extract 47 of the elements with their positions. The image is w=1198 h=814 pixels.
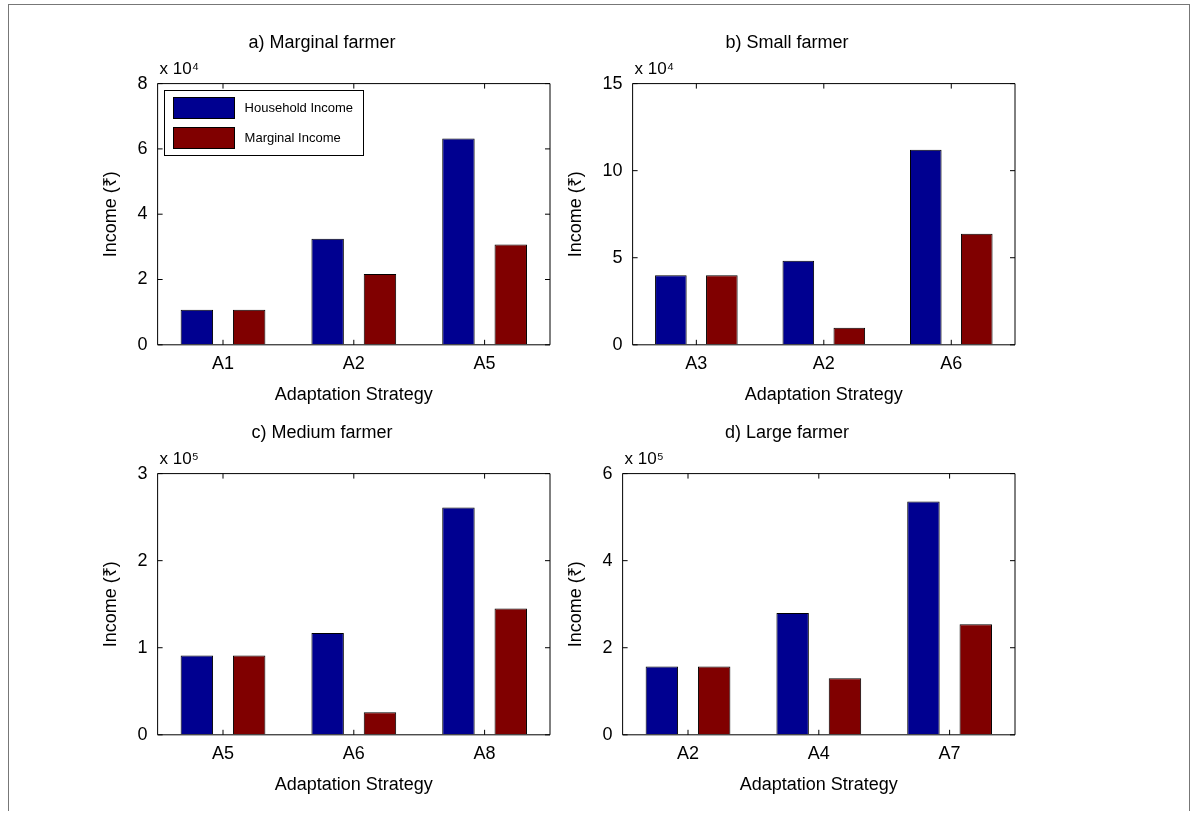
y-axis-title: Income (₹) bbox=[564, 561, 585, 648]
y-tick-label: 0 bbox=[137, 723, 148, 744]
y-tick-label: 2 bbox=[602, 636, 613, 657]
y-tick-label: 2 bbox=[137, 549, 148, 570]
y-tick-label: 4 bbox=[602, 549, 613, 570]
y-axis-title: Income (₹) bbox=[99, 561, 120, 648]
x-tick-label: A5 bbox=[473, 352, 496, 373]
y-axis-title: Income (₹) bbox=[564, 171, 585, 258]
chart-title: a) Marginal farmer bbox=[248, 31, 396, 52]
y-tick-label: 3 bbox=[137, 462, 148, 483]
x-tick-label: A2 bbox=[342, 352, 365, 373]
x-tick-label: A6 bbox=[940, 352, 963, 373]
y-tick-label: 1 bbox=[137, 636, 148, 657]
y-tick-label: 15 bbox=[602, 72, 623, 93]
y-tick-label: 0 bbox=[602, 723, 613, 744]
y-tick-label: 4 bbox=[137, 203, 148, 224]
x-tick-label: A8 bbox=[473, 742, 496, 763]
x-tick-label: A6 bbox=[342, 742, 365, 763]
legend-label: Household Income bbox=[244, 100, 354, 116]
y-tick-label: 8 bbox=[137, 72, 148, 93]
text: x 10⁵ bbox=[624, 448, 664, 468]
y-tick-label: 0 bbox=[612, 333, 623, 354]
y-tick-label: 2 bbox=[137, 268, 148, 289]
x-tick-label: A4 bbox=[807, 742, 830, 763]
y-tick-label: 6 bbox=[137, 137, 148, 158]
y-tick-label: 10 bbox=[602, 159, 623, 180]
x-axis-title: Adaptation Strategy bbox=[739, 774, 898, 795]
chart-title: b) Small farmer bbox=[725, 31, 849, 52]
y-tick-label: 6 bbox=[602, 462, 613, 483]
x-tick-label: A3 bbox=[685, 352, 708, 373]
x-axis-title: Adaptation Strategy bbox=[274, 774, 433, 795]
x-tick-label: A5 bbox=[211, 742, 235, 763]
chart-title: d) Large farmer bbox=[724, 421, 850, 442]
x-axis-title: Adaptation Strategy bbox=[744, 384, 903, 405]
x-tick-label: A1 bbox=[211, 352, 235, 373]
x-tick-label: A2 bbox=[812, 352, 835, 373]
y-axis-title: Income (₹) bbox=[99, 171, 120, 258]
text: x 10⁴ bbox=[634, 58, 675, 78]
x-axis-title: Adaptation Strategy bbox=[274, 384, 433, 405]
text: x 10⁴ bbox=[159, 58, 200, 78]
y-tick-label: 5 bbox=[612, 246, 623, 267]
text: x 10⁵ bbox=[159, 448, 199, 468]
y-tick-label: 0 bbox=[137, 333, 148, 354]
x-tick-label: A7 bbox=[938, 742, 961, 763]
x-tick-label: A2 bbox=[676, 742, 700, 763]
chart-title: c) Medium farmer bbox=[251, 421, 393, 442]
legend-label: Marginal Income bbox=[244, 130, 341, 146]
